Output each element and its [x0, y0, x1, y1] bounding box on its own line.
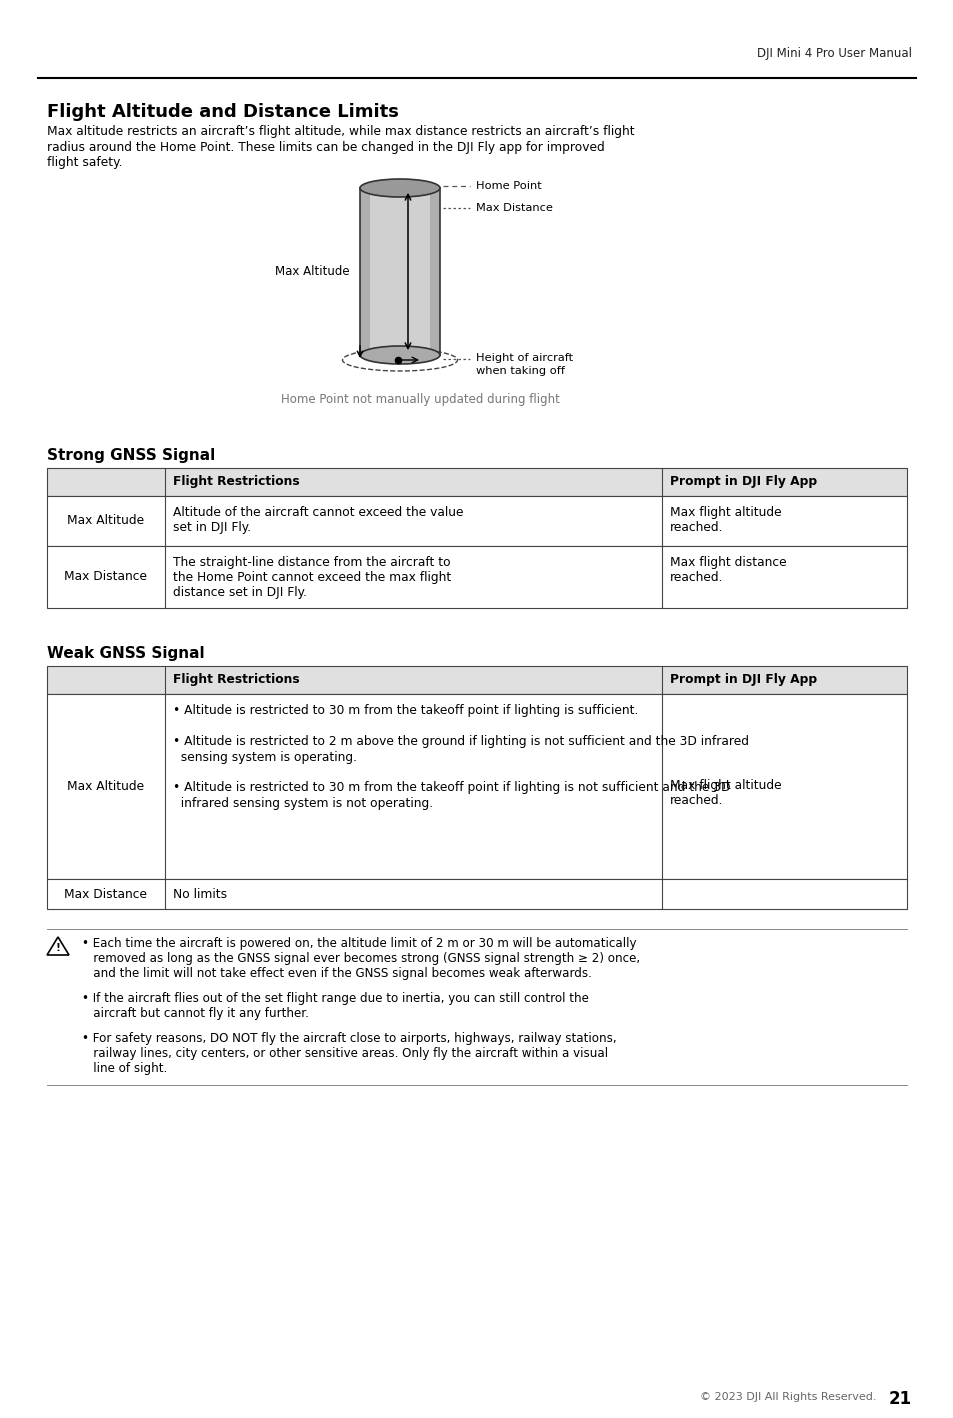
Text: The straight-line distance from the aircraft to: The straight-line distance from the airc… [172, 556, 450, 569]
Text: aircraft but cannot fly it any further.: aircraft but cannot fly it any further. [82, 1007, 309, 1020]
Text: Max flight distance: Max flight distance [669, 556, 786, 569]
Text: Home Point: Home Point [476, 182, 541, 191]
Text: Max Altitude: Max Altitude [68, 780, 145, 793]
Text: flight safety.: flight safety. [47, 156, 122, 169]
Text: infrared sensing system is not operating.: infrared sensing system is not operating… [172, 797, 433, 810]
Text: Weak GNSS Signal: Weak GNSS Signal [47, 647, 204, 661]
Text: • Altitude is restricted to 30 m from the takeoff point if lighting is not suffi: • Altitude is restricted to 30 m from th… [172, 781, 730, 794]
Text: Height of aircraft: Height of aircraft [476, 353, 573, 363]
Text: Max Distance: Max Distance [65, 888, 148, 900]
Text: reached.: reached. [669, 520, 722, 535]
Text: • Each time the aircraft is powered on, the altitude limit of 2 m or 30 m will b: • Each time the aircraft is powered on, … [82, 937, 636, 950]
Bar [359, 189, 370, 354]
Ellipse shape [359, 179, 439, 197]
Text: Flight Restrictions: Flight Restrictions [172, 475, 299, 488]
Text: No limits: No limits [172, 888, 227, 900]
Text: Max Altitude: Max Altitude [68, 515, 145, 527]
Bar [47, 496, 906, 546]
Text: railway lines, city centers, or other sensitive areas. Only fly the aircraft wit: railway lines, city centers, or other se… [82, 1046, 607, 1061]
Text: reached.: reached. [669, 571, 722, 584]
Bar [430, 189, 439, 354]
Bar [47, 546, 906, 608]
Text: line of sight.: line of sight. [82, 1062, 167, 1075]
Text: Max flight altitude: Max flight altitude [669, 778, 781, 791]
Text: • For safety reasons, DO NOT fly the aircraft close to airports, highways, railw: • For safety reasons, DO NOT fly the air… [82, 1032, 616, 1045]
Text: Strong GNSS Signal: Strong GNSS Signal [47, 448, 215, 464]
Bar [47, 666, 906, 693]
Text: Prompt in DJI Fly App: Prompt in DJI Fly App [669, 475, 817, 488]
Text: Max altitude restricts an aircraft’s flight altitude, while max distance restric: Max altitude restricts an aircraft’s fli… [47, 125, 634, 138]
Text: Prompt in DJI Fly App: Prompt in DJI Fly App [669, 674, 817, 686]
Text: • If the aircraft flies out of the set flight range due to inertia, you can stil: • If the aircraft flies out of the set f… [82, 993, 588, 1005]
Text: reached.: reached. [669, 794, 722, 807]
Text: !: ! [55, 943, 60, 953]
Text: set in DJI Fly.: set in DJI Fly. [172, 520, 251, 535]
Text: • Altitude is restricted to 30 m from the takeoff point if lighting is sufficien: • Altitude is restricted to 30 m from th… [172, 703, 638, 718]
Text: Altitude of the aircraft cannot exceed the value: Altitude of the aircraft cannot exceed t… [172, 506, 463, 519]
Bar [47, 693, 906, 879]
Bar [47, 879, 906, 909]
Ellipse shape [359, 346, 439, 364]
Text: 21: 21 [888, 1390, 911, 1408]
Text: Max flight altitude: Max flight altitude [669, 506, 781, 519]
Text: removed as long as the GNSS signal ever becomes strong (GNSS signal strength ≥ 2: removed as long as the GNSS signal ever … [82, 951, 639, 966]
Bar [47, 468, 906, 496]
Text: sensing system is operating.: sensing system is operating. [172, 750, 356, 763]
Text: • Altitude is restricted to 2 m above the ground if lighting is not sufficient a: • Altitude is restricted to 2 m above th… [172, 735, 748, 749]
Text: Max Distance: Max Distance [476, 203, 553, 213]
Text: Home Point not manually updated during flight: Home Point not manually updated during f… [280, 393, 558, 406]
Text: Flight Altitude and Distance Limits: Flight Altitude and Distance Limits [47, 104, 398, 121]
Text: radius around the Home Point. These limits can be changed in the DJI Fly app for: radius around the Home Point. These limi… [47, 140, 604, 153]
Text: Max Altitude: Max Altitude [275, 265, 350, 278]
Bar [359, 189, 439, 354]
Text: Max Distance: Max Distance [65, 570, 148, 583]
Text: and the limit will not take effect even if the GNSS signal becomes weak afterwar: and the limit will not take effect even … [82, 967, 591, 980]
Text: DJI Mini 4 Pro User Manual: DJI Mini 4 Pro User Manual [757, 47, 911, 60]
Text: the Home Point cannot exceed the max flight: the Home Point cannot exceed the max fli… [172, 571, 451, 584]
Text: distance set in DJI Fly.: distance set in DJI Fly. [172, 586, 307, 598]
Text: © 2023 DJI All Rights Reserved.: © 2023 DJI All Rights Reserved. [700, 1392, 876, 1402]
Text: when taking off: when taking off [476, 366, 564, 376]
Text: Flight Restrictions: Flight Restrictions [172, 674, 299, 686]
